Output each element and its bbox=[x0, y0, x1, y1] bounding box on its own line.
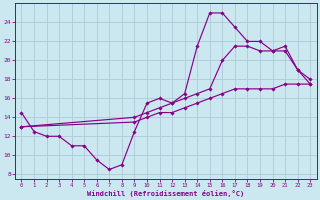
X-axis label: Windchill (Refroidissement éolien,°C): Windchill (Refroidissement éolien,°C) bbox=[87, 190, 244, 197]
